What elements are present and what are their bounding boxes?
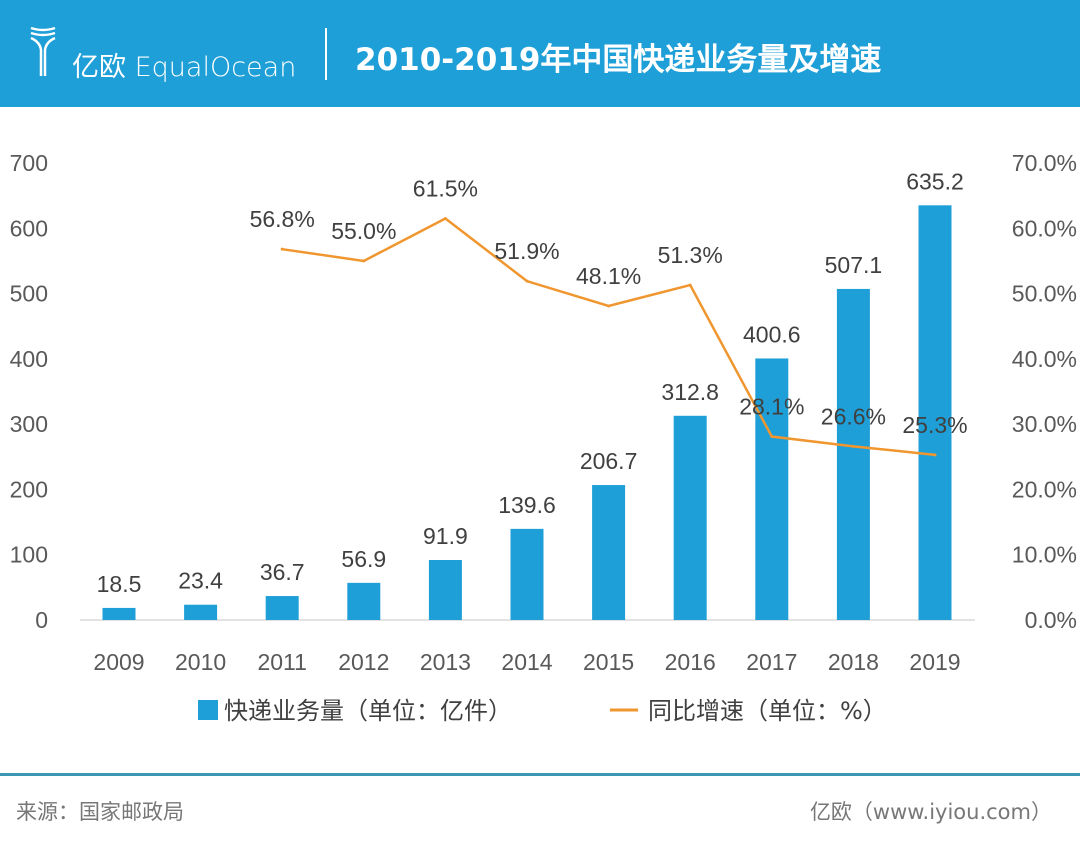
growth-point-2017 bbox=[770, 435, 774, 439]
y-left-tick-label: 200 bbox=[10, 476, 48, 502]
bar-value-label: 139.6 bbox=[498, 492, 556, 518]
y-left-tick-label: 400 bbox=[10, 346, 48, 372]
header-banner: 亿欧 EqualOcean 2010-2019年中国快递业务量及增速 bbox=[0, 0, 1080, 107]
growth-point-2018 bbox=[851, 444, 855, 448]
bar-2009 bbox=[102, 607, 136, 620]
growth-value-label: 25.3% bbox=[902, 412, 967, 438]
growth-value-label: 56.8% bbox=[250, 206, 315, 232]
growth-point-2015 bbox=[607, 304, 611, 308]
x-tick-label: 2009 bbox=[93, 649, 144, 675]
legend-bar-swatch bbox=[198, 700, 218, 720]
y-right-tick-label: 20.0% bbox=[1012, 476, 1077, 502]
x-tick-label: 2012 bbox=[338, 649, 389, 675]
legend-bar-label: 快递业务量（单位：亿件） bbox=[224, 697, 512, 725]
growth-point-2013 bbox=[443, 216, 447, 220]
x-tick-label: 2015 bbox=[583, 649, 634, 675]
growth-value-label: 61.5% bbox=[413, 175, 478, 201]
equalocean-logo-icon bbox=[30, 26, 56, 76]
header-divider bbox=[325, 28, 327, 80]
bar-2019 bbox=[918, 205, 952, 620]
y-right-tick-label: 60.0% bbox=[1012, 215, 1077, 241]
bar-2012 bbox=[347, 582, 381, 620]
bar-value-label: 23.4 bbox=[178, 568, 223, 594]
y-left-tick-label: 700 bbox=[10, 150, 48, 176]
credit-note: 亿欧（www.iyiou.com） bbox=[809, 800, 1052, 824]
x-tick-label: 2018 bbox=[828, 649, 879, 675]
y-left-tick-label: 500 bbox=[10, 281, 48, 307]
x-tick-label: 2016 bbox=[665, 649, 716, 675]
growth-value-label: 48.1% bbox=[576, 263, 641, 289]
y-right-tick-label: 50.0% bbox=[1012, 281, 1077, 307]
y-left-tick-label: 0 bbox=[35, 607, 48, 633]
y-right-tick-label: 0.0% bbox=[1025, 607, 1077, 633]
growth-point-2016 bbox=[688, 283, 692, 287]
growth-value-label: 55.0% bbox=[331, 218, 396, 244]
x-tick-label: 2013 bbox=[420, 649, 471, 675]
x-tick-label: 2017 bbox=[746, 649, 797, 675]
source-note: 来源：国家邮政局 bbox=[16, 800, 184, 824]
legend: 快递业务量（单位：亿件） 同比增速（单位：%） bbox=[198, 697, 887, 725]
bar-2011 bbox=[265, 596, 299, 620]
y-right-tick-label: 70.0% bbox=[1012, 150, 1077, 176]
bar-2015 bbox=[592, 485, 626, 620]
growth-point-2012 bbox=[362, 259, 366, 263]
bar-value-label: 635.2 bbox=[906, 168, 964, 194]
x-tick-label: 2010 bbox=[175, 649, 226, 675]
y-left-tick-label: 600 bbox=[10, 215, 48, 241]
bar-value-label: 206.7 bbox=[580, 448, 638, 474]
y-right-tick-label: 10.0% bbox=[1012, 542, 1077, 568]
growth-point-2011 bbox=[280, 247, 284, 251]
y-right-tick-label: 30.0% bbox=[1012, 411, 1077, 437]
growth-value-label: 26.6% bbox=[821, 403, 886, 429]
bar-value-label: 18.5 bbox=[97, 571, 142, 597]
bar-2018 bbox=[836, 288, 870, 620]
bar-value-label: 312.8 bbox=[661, 379, 719, 405]
bar-2017 bbox=[755, 358, 789, 620]
bar-2010 bbox=[184, 604, 218, 620]
growth-point-2014 bbox=[525, 279, 529, 283]
bar-value-label: 56.9 bbox=[341, 546, 386, 572]
growth-point-2019 bbox=[933, 453, 937, 457]
chart-title: 2010-2019年中国快递业务量及增速 bbox=[355, 42, 882, 78]
logo-text: 亿欧 EqualOcean bbox=[72, 52, 297, 83]
bar-value-label: 507.1 bbox=[825, 252, 883, 278]
growth-value-label: 51.3% bbox=[658, 242, 723, 268]
bar-value-label: 400.6 bbox=[743, 321, 801, 347]
bar-2014 bbox=[510, 528, 544, 620]
y-left-tick-label: 100 bbox=[10, 542, 48, 568]
y-right-tick-label: 40.0% bbox=[1012, 346, 1077, 372]
x-tick-label: 2011 bbox=[257, 649, 306, 675]
bar-value-label: 91.9 bbox=[423, 523, 468, 549]
growth-value-label: 28.1% bbox=[739, 394, 804, 420]
y-left-tick-label: 300 bbox=[10, 411, 48, 437]
legend-line-label: 同比增速（单位：%） bbox=[648, 697, 887, 725]
growth-value-label: 51.9% bbox=[494, 238, 559, 264]
x-tick-label: 2019 bbox=[909, 649, 960, 675]
x-tick-label: 2014 bbox=[501, 649, 552, 675]
bar-2016 bbox=[673, 415, 707, 620]
footer-divider bbox=[0, 773, 1080, 776]
bar-value-label: 36.7 bbox=[260, 559, 305, 585]
bar-2013 bbox=[428, 560, 462, 620]
